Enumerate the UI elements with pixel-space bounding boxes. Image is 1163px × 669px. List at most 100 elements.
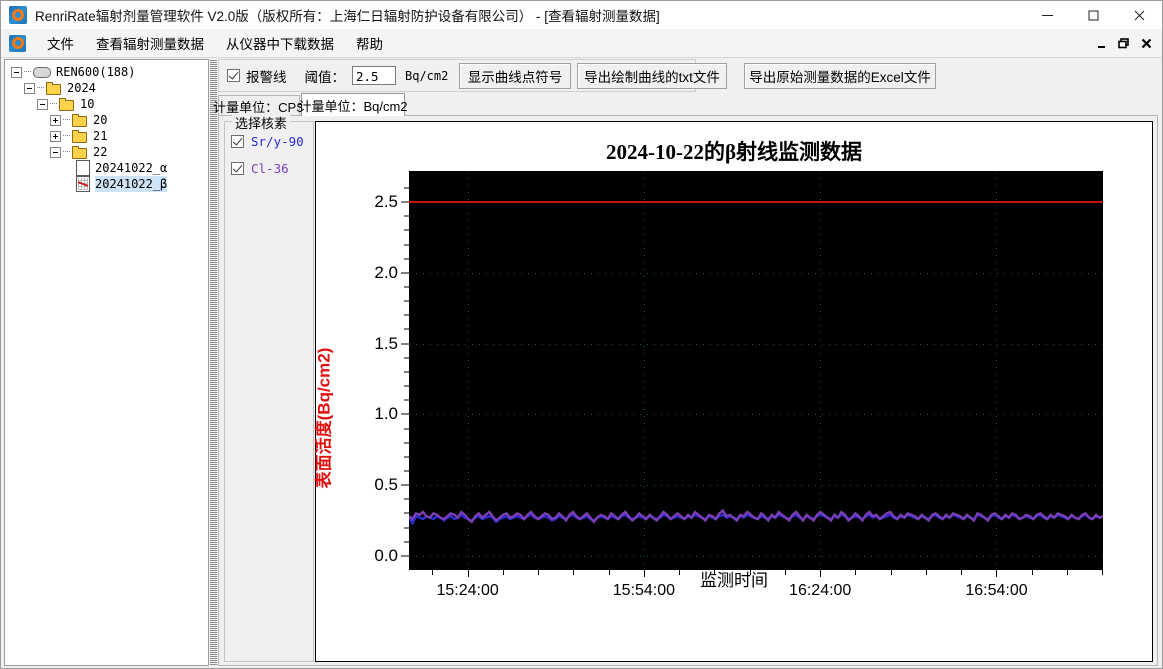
tree-node-label: 22 bbox=[93, 145, 108, 159]
threshold-input[interactable]: 2.5 bbox=[352, 66, 396, 85]
chart-file-icon bbox=[76, 176, 90, 192]
menu-item-view-measurement-data[interactable]: 查看辐射测量数据 bbox=[96, 37, 204, 52]
menu-item-download-from-instrument[interactable]: 从仪器中下载数据 bbox=[226, 37, 334, 52]
chart-container: 2024-10-22的β射线监测数据 表面活度(Bq/cm2) 监测时间 0.0… bbox=[315, 121, 1153, 662]
chart-series-line bbox=[409, 511, 1103, 522]
chart-gridline-vertical bbox=[820, 171, 822, 570]
collapse-icon[interactable] bbox=[50, 146, 61, 158]
x-minor-tick bbox=[608, 570, 610, 575]
y-minor-tick bbox=[404, 258, 409, 260]
tab-unit-cps[interactable]: 计量单位：CPS bbox=[213, 95, 305, 116]
x-minor-tick bbox=[432, 570, 434, 575]
title-bar: RenriRate辐射剂量管理软件 V2.0版（版权所有：上海仁日辐射防护设备有… bbox=[1, 1, 1162, 29]
nuclide-row-cl-36[interactable]: Cl-36 bbox=[231, 161, 313, 176]
x-minor-tick bbox=[502, 570, 504, 575]
mdi-minimize-icon[interactable] bbox=[1092, 32, 1112, 54]
y-minor-tick bbox=[404, 385, 409, 387]
x-minor-tick bbox=[961, 570, 963, 575]
tree-node-label: 21 bbox=[93, 129, 108, 143]
tab-unit-bq-cm2[interactable]: 计量单位：Bq/cm2 bbox=[298, 93, 408, 116]
y-tick-mark bbox=[401, 343, 409, 345]
chart-y-axis-label: 表面活度(Bq/cm2) bbox=[314, 347, 334, 489]
window-title: RenriRate辐射剂量管理软件 V2.0版（版权所有：上海仁日辐射防护设备有… bbox=[35, 9, 660, 24]
tree-node[interactable]: 20 bbox=[11, 112, 208, 128]
folder-icon bbox=[72, 145, 88, 159]
chart-plot-area: 0.0 0.5 1.0 1.5 2.0 2.5 15:24:00 15:54:00 16:24:… bbox=[374, 171, 1104, 599]
x-minor-tick bbox=[855, 570, 857, 575]
y-minor-tick bbox=[404, 244, 409, 246]
chart-gridline-horizontal bbox=[409, 414, 1103, 416]
chart-gridline-vertical bbox=[643, 171, 645, 570]
panel-splitter[interactable] bbox=[210, 59, 217, 666]
file-icon bbox=[76, 160, 90, 176]
tree-node-label: REN600(188) bbox=[56, 65, 136, 79]
show-curve-point-symbols-button[interactable]: 显示曲线点符号 bbox=[459, 63, 571, 89]
tree-connector bbox=[63, 135, 70, 137]
unit-tabs: 计量单位：CPS 计量单位：Bq/cm2 bbox=[213, 93, 1158, 116]
x-tick-label: 15:24:00 bbox=[436, 582, 499, 599]
close-icon[interactable] bbox=[1116, 1, 1162, 29]
nuclide-label-cl-36: Cl-36 bbox=[251, 161, 289, 176]
y-tick-label: 0.0 bbox=[374, 545, 398, 565]
x-minor-tick bbox=[573, 570, 575, 575]
collapse-icon[interactable] bbox=[11, 66, 22, 78]
nuclide-label-sr-y-90: Sr/y-90 bbox=[251, 134, 304, 149]
collapse-icon[interactable] bbox=[24, 82, 35, 94]
chart-gridline-vertical bbox=[996, 171, 998, 570]
chart-title: 2024-10-22的β射线监测数据 bbox=[605, 140, 863, 164]
y-minor-tick bbox=[404, 328, 409, 330]
folder-icon bbox=[72, 129, 88, 143]
mdi-close-icon[interactable] bbox=[1136, 32, 1156, 54]
minimize-icon[interactable] bbox=[1024, 1, 1070, 29]
y-minor-tick bbox=[404, 300, 409, 302]
tree-node[interactable]: 10 bbox=[11, 96, 208, 112]
nuclide-checkbox-sr-y-90[interactable] bbox=[231, 135, 244, 148]
chart-gridline-horizontal bbox=[409, 485, 1103, 487]
y-minor-tick bbox=[404, 286, 409, 288]
expand-icon[interactable] bbox=[50, 130, 61, 142]
tree-node[interactable]: 2024 bbox=[11, 80, 208, 96]
nuclide-checkbox-cl-36[interactable] bbox=[231, 162, 244, 175]
tree-node[interactable]: REN600(188) bbox=[11, 64, 208, 80]
data-tree[interactable]: REN600(188) 2024 10 20 21 22 20241022_α 2024102… bbox=[5, 60, 208, 192]
nuclide-group-title: 选择核素 bbox=[232, 113, 291, 132]
mdi-child-icon bbox=[9, 34, 26, 52]
device-icon bbox=[33, 66, 51, 78]
x-minor-tick bbox=[1066, 570, 1068, 575]
x-minor-tick bbox=[1102, 570, 1104, 575]
tree-node[interactable]: 20241022_α bbox=[11, 160, 208, 176]
folder-icon bbox=[72, 113, 88, 127]
data-tree-panel[interactable]: REN600(188) 2024 10 20 21 22 20241022_α 2024102… bbox=[4, 59, 209, 666]
alarm-line-checkbox[interactable] bbox=[227, 69, 240, 82]
tree-node[interactable]: 21 bbox=[11, 128, 208, 144]
chart-series-layer bbox=[409, 171, 1103, 570]
x-minor-tick bbox=[1031, 570, 1033, 575]
tree-connector bbox=[50, 103, 57, 105]
x-tick-mark bbox=[996, 570, 998, 577]
chart-gridline-horizontal bbox=[409, 555, 1103, 557]
collapse-icon[interactable] bbox=[37, 98, 48, 110]
export-raw-excel-button[interactable]: 导出原始测量数据的Excel文件 bbox=[744, 63, 936, 89]
folder-icon bbox=[46, 81, 62, 95]
y-tick-mark bbox=[401, 201, 409, 203]
export-curve-txt-button[interactable]: 导出绘制曲线的txt文件 bbox=[577, 63, 727, 89]
mdi-restore-icon[interactable] bbox=[1114, 32, 1134, 54]
maximize-icon[interactable] bbox=[1070, 1, 1116, 29]
expand-icon[interactable] bbox=[50, 114, 61, 126]
menu-item-file[interactable]: 文件 bbox=[47, 37, 74, 52]
tree-node[interactable]: 22 bbox=[11, 144, 208, 160]
y-minor-tick bbox=[404, 470, 409, 472]
x-tick-label: 15:54:00 bbox=[612, 582, 676, 599]
app-logo-icon bbox=[9, 6, 27, 24]
y-tick-mark bbox=[401, 272, 409, 274]
y-minor-tick bbox=[404, 187, 409, 189]
nuclide-row-sr-y-90[interactable]: Sr/y-90 bbox=[231, 134, 313, 149]
x-tick-label: 16:24:00 bbox=[789, 582, 852, 599]
y-minor-tick bbox=[404, 399, 409, 401]
y-minor-tick bbox=[404, 215, 409, 217]
y-tick-label: 2.5 bbox=[374, 192, 398, 212]
chart-gridline-horizontal bbox=[409, 343, 1103, 345]
menu-item-help[interactable]: 帮助 bbox=[356, 37, 383, 52]
tree-node[interactable]: 20241022_β bbox=[11, 176, 208, 192]
